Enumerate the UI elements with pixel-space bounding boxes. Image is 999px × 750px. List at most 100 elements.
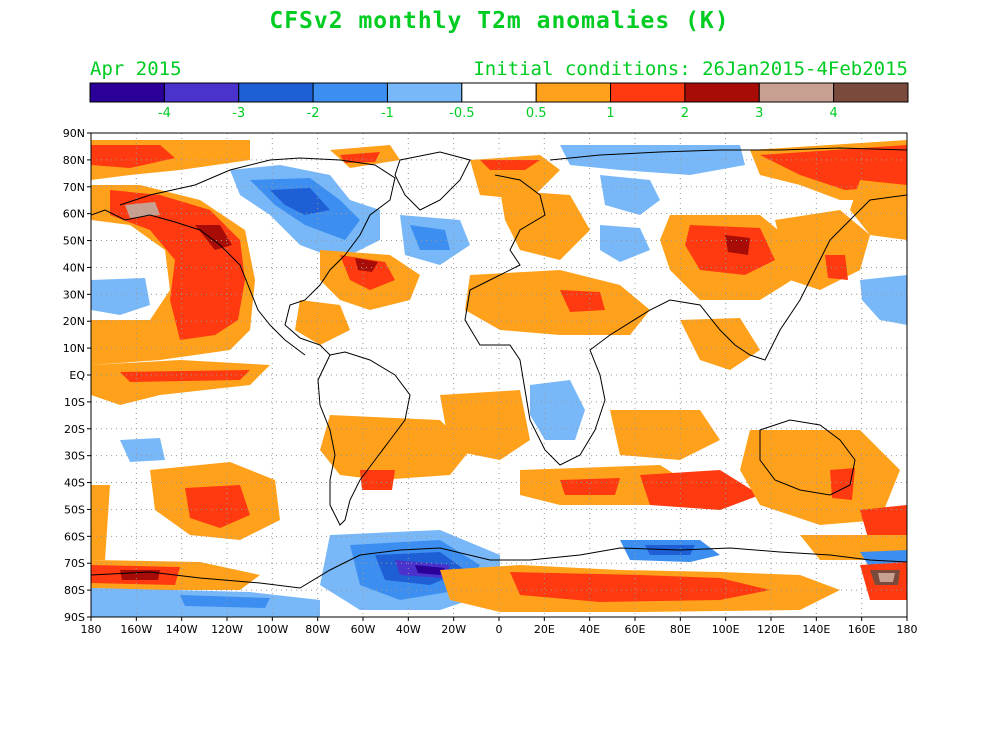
lon-label: 120E: [757, 623, 785, 636]
lon-label: 60E: [625, 623, 646, 636]
anomaly-warm-region: [725, 235, 750, 255]
lon-label: 160E: [848, 623, 876, 636]
colorbar-label: -0.5: [449, 106, 474, 121]
anomaly-warm-region: [195, 225, 232, 250]
anomaly-warm-region: [830, 468, 855, 500]
lon-label: 20W: [441, 623, 466, 636]
lon-label: 80W: [305, 623, 330, 636]
colorbar-label: 3: [755, 106, 763, 121]
lon-label: 140E: [802, 623, 830, 636]
colorbar: [89, 82, 909, 103]
lat-label: 70S: [64, 557, 85, 570]
anomaly-warm-region: [510, 572, 770, 602]
anomaly-warm-region: [740, 430, 900, 525]
anomaly-warm-region: [640, 470, 760, 510]
lon-label: 20E: [534, 623, 555, 636]
anomaly-warm-region: [360, 470, 395, 490]
colorbar-label: -1: [381, 106, 394, 121]
lon-label: 80E: [670, 623, 691, 636]
anomaly-warm-region: [680, 318, 760, 370]
anomaly-warm-region: [760, 145, 907, 190]
colorbar-label: -3: [232, 106, 245, 121]
coastline-alaska: [91, 209, 306, 356]
coastline-australia: [759, 419, 856, 496]
coastline-north-america: [119, 157, 396, 356]
colorbar-swatch: [833, 82, 909, 103]
lat-label: EQ: [69, 369, 85, 382]
anomaly-warm-region: [91, 485, 110, 560]
colorbar-label: 4: [829, 106, 837, 121]
lat-label: 40S: [64, 477, 85, 490]
anomaly-warm-region: [850, 180, 907, 240]
lat-label: 20S: [64, 423, 85, 436]
anomaly-field: [91, 133, 907, 617]
coastline-arctic-asia: [549, 147, 907, 161]
lat-label: 60N: [63, 208, 85, 221]
lon-label: 180: [897, 623, 918, 636]
colorbar-label: -2: [307, 106, 320, 121]
coastline-europe-africa: [464, 174, 907, 466]
anomaly-warm-region: [480, 160, 540, 170]
anomaly-cold-region: [600, 175, 660, 215]
anomaly-cold-region: [91, 278, 150, 315]
lon-label: 100E: [712, 623, 740, 636]
lon-label: 60W: [351, 623, 376, 636]
coastline-greenland: [394, 151, 471, 211]
anomaly-warm-region: [500, 190, 590, 260]
lat-label: 10S: [64, 396, 85, 409]
anomaly-warm-region: [878, 573, 895, 582]
anomaly-cold-region: [415, 565, 445, 575]
anomaly-warm-region: [560, 478, 620, 495]
anomaly-cold-region: [180, 595, 270, 608]
anomaly-warm-region: [610, 410, 720, 460]
anomaly-cold-region: [270, 188, 330, 215]
anomaly-warm-region: [340, 255, 395, 290]
colorbar-swatch: [758, 82, 835, 103]
coastlines: [91, 147, 907, 589]
coastline-antarctica: [91, 547, 907, 589]
colorbar-label: 0.5: [526, 106, 547, 121]
lat-label: 80S: [64, 584, 85, 597]
colorbar-swatch: [461, 82, 537, 103]
lat-label: 40N: [63, 261, 85, 274]
lat-label: 80N: [63, 154, 85, 167]
lat-label: 50N: [63, 235, 85, 248]
anomaly-warm-region: [440, 390, 530, 460]
anomaly-warm-region: [120, 570, 160, 580]
lat-label: 30N: [63, 288, 85, 301]
lon-label: 120W: [211, 623, 243, 636]
lat-label: 70N: [63, 181, 85, 194]
anomaly-cold-region: [860, 275, 907, 325]
colorbar-swatch: [163, 82, 240, 103]
anomaly-warm-region: [120, 370, 250, 382]
lat-label: 90N: [63, 127, 85, 140]
anomaly-cold-region: [600, 225, 650, 262]
longitude-labels: 180 160W 140W 120W 100W 80W 60W 40W 20W 0 20E 40E 60…: [81, 617, 918, 636]
lon-label: 140W: [166, 623, 198, 636]
initial-conditions: Initial conditions: 26Jan2015-4Feb2015: [473, 58, 908, 80]
anomaly-warm-region: [355, 258, 378, 272]
lon-label: 40E: [579, 623, 600, 636]
lon-label: 180: [81, 623, 102, 636]
anomaly-warm-region: [320, 415, 470, 480]
lat-label: 60S: [64, 530, 85, 543]
colorbar-swatch: [684, 82, 760, 103]
lat-label: 90S: [64, 611, 85, 624]
latitude-labels: 90N 80N 70N 60N 50N 40N 30N 20N 10N EQ 10S 20S 30S 40…: [63, 127, 91, 624]
colorbar-swatch: [312, 82, 388, 103]
anomaly-warm-region: [560, 290, 605, 312]
colorbar-label: 2: [681, 106, 689, 121]
colorbar-labels: -4 -3 -2 -1 -0.5 0.5 1 2 3 4: [158, 106, 838, 121]
anomaly-cold-region: [530, 380, 585, 440]
map-title: CFSv2 monthly T2m anomalies (K): [269, 8, 730, 34]
lon-label: 0: [496, 623, 503, 636]
colorbar-label: -4: [158, 106, 171, 121]
anomaly-cold-region: [560, 145, 745, 175]
lat-label: 10N: [63, 342, 85, 355]
lat-label: 20N: [63, 315, 85, 328]
anomaly-warm-region: [295, 300, 350, 345]
colorbar-swatch: [610, 82, 686, 103]
colorbar-swatch: [238, 82, 314, 103]
anomaly-warm-region: [465, 270, 650, 335]
